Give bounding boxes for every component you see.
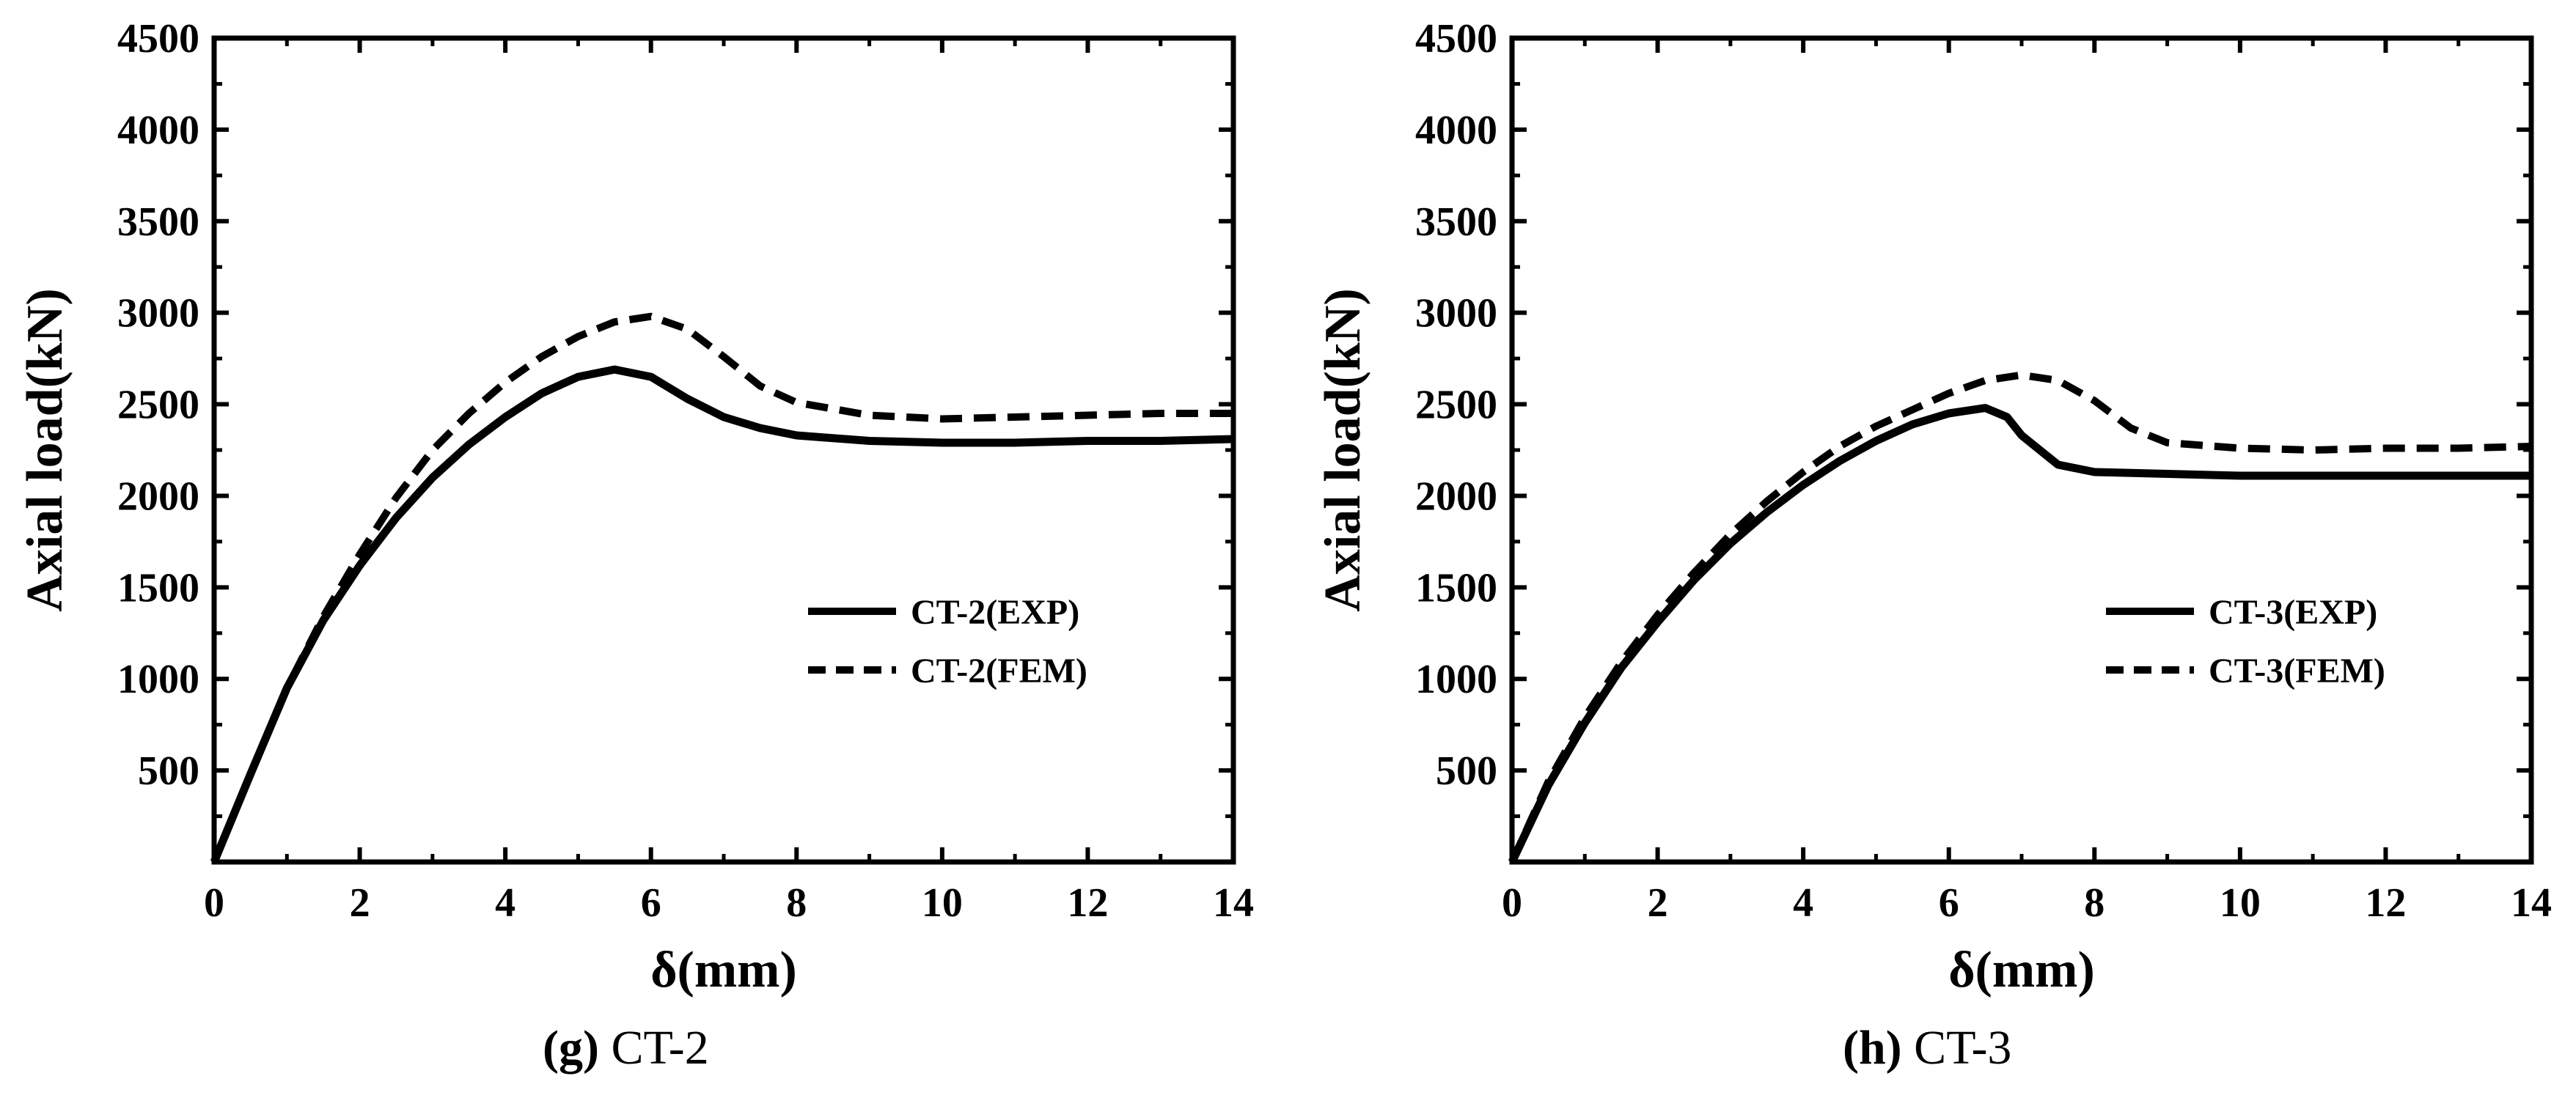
caption-left-letter: (g) — [543, 1021, 599, 1075]
plot-frame — [1509, 35, 2534, 865]
x-tick-label: 10 — [922, 880, 963, 926]
x-tick-label: 8 — [2084, 880, 2105, 926]
y-tick-label: 3500 — [1415, 199, 1497, 245]
caption-left-text: CT-2 — [611, 1021, 709, 1075]
x-tick-label: 4 — [495, 880, 515, 926]
x-tick-label: 0 — [204, 880, 224, 926]
x-tick-label: 8 — [786, 880, 807, 926]
y-tick-label: 1500 — [1415, 565, 1497, 611]
x-tick-label: 14 — [1213, 880, 1254, 926]
x-tick-label: 12 — [1067, 880, 1108, 926]
legend: CT-3(EXP) CT-3(FEM) — [2106, 593, 2385, 690]
x-tick-label: 6 — [641, 880, 661, 926]
y-tick-label: 3000 — [1415, 291, 1497, 336]
legend-label: CT-2(EXP) — [911, 593, 1079, 632]
series-line-exp — [210, 365, 1234, 864]
x-tick-label: 12 — [2365, 880, 2406, 926]
y-tick-label: 4500 — [117, 16, 199, 62]
y-tick-label: 1500 — [117, 565, 199, 611]
y-tick-label: 2500 — [117, 383, 199, 428]
caption-right-letter: (h) — [1843, 1021, 1902, 1075]
y-tick-label: 2000 — [1415, 474, 1497, 519]
x-tick-label: 10 — [2220, 880, 2261, 926]
plot-frame — [211, 35, 1236, 865]
y-tick-label: 3000 — [117, 291, 199, 336]
caption-right: (h) CT-3 — [1843, 1020, 2011, 1076]
legend-label: CT-3(FEM) — [2209, 652, 2385, 690]
y-axis-label: Axial load(kN) — [17, 288, 73, 611]
x-tick-label: 0 — [1502, 880, 1522, 926]
y-tick-label: 500 — [138, 748, 199, 794]
x-tick-label: 4 — [1793, 880, 1813, 926]
legend-label: CT-2(FEM) — [911, 652, 1087, 690]
y-tick-label: 3500 — [117, 199, 199, 245]
x-axis-label: δ(mm) — [650, 942, 797, 998]
caption-left: (g) CT-2 — [543, 1020, 709, 1076]
chart-1: 0 2 4 6 8 10 12 14 500 1000 1500 2000 2500 3000 3500 40… — [17, 16, 1254, 998]
series-line-fem — [210, 312, 1233, 863]
x-axis-label: δ(mm) — [1948, 942, 2095, 998]
y-tick-label: 4000 — [117, 108, 199, 153]
y-tick-label: 2000 — [117, 474, 199, 519]
y-tick-label: 4000 — [1415, 108, 1497, 153]
series-line-fem — [1508, 371, 2532, 864]
y-tick-label: 2500 — [1415, 383, 1497, 428]
caption-right-text: CT-3 — [1914, 1021, 2012, 1075]
x-tick-label: 2 — [350, 880, 370, 926]
x-tick-label: 2 — [1648, 880, 1668, 926]
y-tick-label: 500 — [1436, 748, 1497, 794]
y-tick-label: 1000 — [117, 657, 199, 702]
x-tick-label: 6 — [1939, 880, 1959, 926]
chart-2: 0 2 4 6 8 10 12 14 500 1000 1500 2000 2500 3000 3500 40… — [1315, 16, 2552, 998]
series-line-exp — [1508, 404, 2531, 864]
y-tick-label: 4500 — [1415, 16, 1497, 62]
y-tick-label: 1000 — [1415, 657, 1497, 702]
y-axis-label: Axial load(kN) — [1315, 288, 1371, 611]
x-tick-label: 14 — [2511, 880, 2552, 926]
legend-label: CT-3(EXP) — [2209, 593, 2377, 632]
legend: CT-2(EXP) CT-2(FEM) — [808, 593, 1087, 690]
